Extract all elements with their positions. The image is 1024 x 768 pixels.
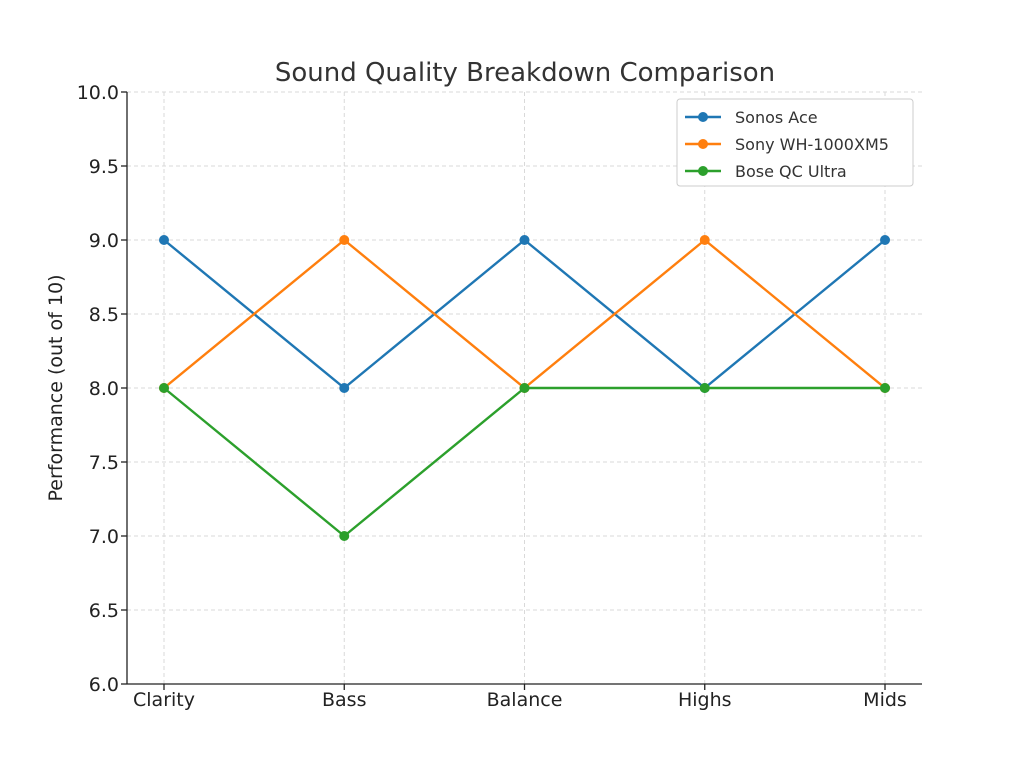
y-tick-label: 10.0 — [77, 82, 119, 104]
x-tick-label: Mids — [863, 689, 907, 711]
legend-label: Bose QC Ultra — [735, 162, 847, 181]
legend-entry-bose-qc-ultra: Bose QC Ultra — [685, 162, 847, 181]
data-point-sony-wh-1000xm5 — [699, 235, 710, 245]
legend-box — [676, 98, 914, 187]
data-point-sonos-ace — [159, 235, 169, 245]
x-tick-label: Highs — [678, 689, 732, 711]
data-point-sonos-ace — [519, 235, 530, 245]
chart-title: Sound Quality Breakdown Comparison — [275, 58, 775, 88]
data-point-bose-qc-ultra — [519, 383, 530, 393]
data-point-sony-wh-1000xm5 — [339, 235, 350, 245]
data-point-sonos-ace — [339, 383, 350, 393]
series-bose-qc-ultra — [159, 383, 890, 541]
ticks-layer: 6.0 6.5 7.0 7.5 8.0 8.5 9.0 9.5 10.0 Clarity Bass B… — [77, 82, 907, 711]
y-tick-label: 6.5 — [89, 600, 119, 622]
data-point-bose-qc-ultra — [339, 531, 350, 541]
data-point-bose-qc-ultra — [159, 383, 169, 393]
legend-marker — [698, 112, 708, 122]
legend-entry-sonos-ace: Sonos Ace — [685, 108, 818, 127]
y-tick-label: 7.5 — [89, 452, 119, 474]
y-axis-label: Performance (out of 10) — [45, 275, 67, 502]
data-point-bose-qc-ultra — [880, 383, 890, 393]
data-point-sonos-ace — [880, 235, 890, 245]
x-tick-label: Clarity — [133, 689, 195, 711]
x-tick-label: Bass — [322, 689, 366, 711]
legend-marker — [698, 166, 708, 176]
y-tick-label: 6.0 — [89, 674, 119, 696]
y-tick-label: 8.5 — [89, 304, 119, 326]
y-tick-label: 7.0 — [89, 526, 119, 548]
legend-label: Sony WH-1000XM5 — [735, 135, 889, 154]
series-layer — [159, 235, 890, 541]
legend-label: Sonos Ace — [735, 108, 818, 127]
data-point-bose-qc-ultra — [699, 383, 710, 393]
legend: Sonos Ace Sony WH-1000XM5 Bose QC Ultra — [676, 98, 914, 187]
x-tick-label: Balance — [487, 689, 563, 711]
legend-marker — [698, 139, 708, 149]
legend-entry-sony-wh-1000xm5: Sony WH-1000XM5 — [685, 135, 889, 154]
y-tick-label: 8.0 — [89, 378, 119, 400]
y-tick-label: 9.5 — [89, 156, 119, 178]
y-tick-label: 9.0 — [89, 230, 119, 252]
